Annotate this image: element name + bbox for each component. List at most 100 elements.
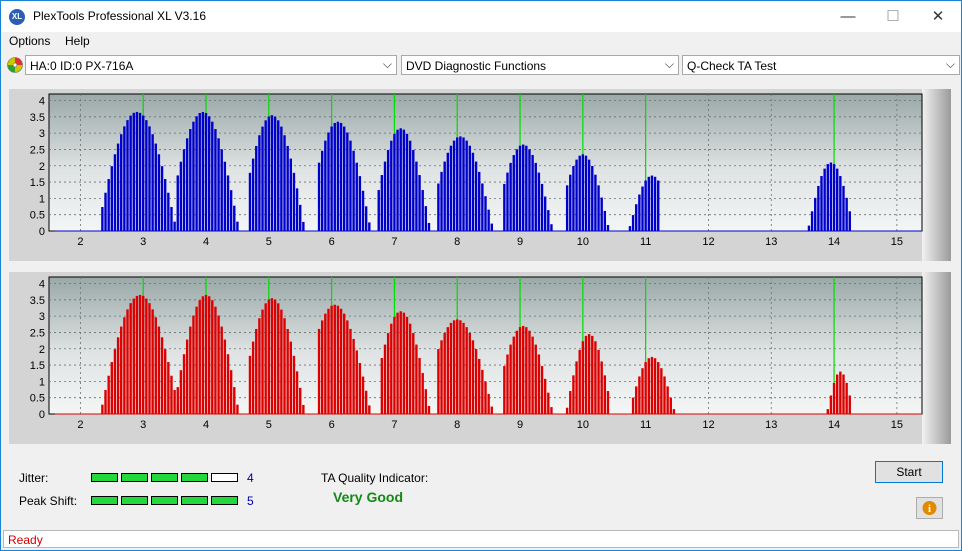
histogram-bar [261, 126, 264, 231]
histogram-bar [669, 397, 672, 414]
peak-shift-chart: 0 0.5 1 1.5 2 2.5 3 3.5 4 2 3 4 5 6 7 8 9 10 11 12 13 14 15 [30, 272, 951, 444]
histogram-bar [132, 112, 135, 231]
histogram-bar [543, 378, 547, 414]
x-tick-label: 15 [891, 419, 903, 431]
start-button[interactable]: Start [875, 461, 943, 483]
histogram-bar [405, 133, 409, 231]
info-icon: i [922, 501, 937, 515]
x-tick-label: 4 [203, 419, 209, 431]
histogram-bar [352, 150, 355, 231]
histogram-bar [399, 128, 402, 231]
histogram-bar [204, 113, 208, 231]
histogram-bar [547, 392, 550, 414]
histogram-bar [251, 341, 255, 414]
histogram-bar [264, 120, 267, 231]
histogram-bar [581, 341, 585, 414]
close-button[interactable]: ✕ [931, 8, 945, 25]
histogram-bar [346, 320, 349, 414]
histogram-bar [543, 196, 547, 231]
histogram-bar [107, 179, 110, 231]
x-tick-label: 2 [77, 419, 83, 431]
histogram-bar [635, 386, 638, 414]
y-tick-label: 4 [39, 96, 45, 108]
histogram-bar [814, 197, 817, 231]
histogram-bar [452, 320, 456, 414]
histogram-bar [167, 192, 170, 231]
chevron-down-icon: ⌵ [664, 57, 674, 71]
histogram-bar [135, 295, 139, 414]
histogram-bar [142, 115, 145, 231]
peak-shift-label: Peak Shift: [19, 494, 78, 508]
histogram-bar [393, 133, 396, 231]
histogram-bar [471, 152, 475, 231]
histogram-bar [302, 221, 305, 231]
histogram-bar [660, 368, 663, 414]
histogram-bar [440, 340, 443, 414]
histogram-bar [569, 174, 572, 231]
x-tick-label: 13 [765, 236, 777, 248]
histogram-bar [355, 350, 358, 414]
drive-select[interactable]: HA:0 ID:0 PX-716A ⌵ [25, 55, 397, 75]
histogram-bar [116, 143, 120, 231]
info-button[interactable]: i [916, 497, 943, 519]
histogram-bar [396, 312, 399, 414]
histogram-bar [540, 183, 544, 231]
histogram-bar [342, 313, 346, 414]
x-tick-label: 8 [454, 419, 460, 431]
histogram-bar [201, 111, 205, 231]
histogram-bar [229, 370, 233, 414]
y-tick-label: 2 [39, 344, 45, 356]
y-tick-label: 2 [39, 161, 45, 173]
function-select-value: DVD Diagnostic Functions [406, 59, 547, 73]
histogram-bar [160, 337, 164, 414]
maximize-button[interactable]: ☐ [886, 8, 900, 25]
histogram-bar [565, 185, 569, 231]
histogram-bar [120, 326, 123, 414]
histogram-bar [594, 174, 597, 231]
histogram-bar [176, 175, 179, 231]
histogram-bar [299, 204, 302, 231]
histogram-bar [163, 179, 167, 231]
x-tick-label: 14 [828, 419, 840, 431]
histogram-bar [126, 309, 129, 414]
histogram-bar [418, 358, 421, 414]
menu-options[interactable]: Options [9, 34, 51, 48]
menu-help[interactable]: Help [65, 34, 90, 48]
test-select[interactable]: Q-Check TA Test ⌵ [682, 55, 960, 75]
histogram-bar [845, 382, 848, 414]
minimize-button[interactable]: — [840, 8, 856, 25]
histogram-bar [641, 186, 644, 231]
status-text: Ready [8, 533, 43, 547]
histogram-bar [515, 149, 519, 231]
histogram-bar [289, 158, 293, 231]
toolbar: HA:0 ID:0 PX-716A ⌵ DVD Diagnostic Funct… [1, 53, 961, 79]
histogram-bar [459, 136, 462, 231]
histogram-bar [842, 185, 845, 231]
histogram-bar [521, 144, 525, 231]
histogram-bar [361, 376, 365, 414]
histogram-bar [421, 190, 424, 231]
function-select[interactable]: DVD Diagnostic Functions ⌵ [401, 55, 679, 75]
histogram-bar [342, 126, 346, 231]
histogram-bar [361, 190, 365, 231]
histogram-bar [273, 299, 277, 414]
histogram-bar [440, 171, 443, 231]
histogram-bar [550, 224, 553, 231]
histogram-bar [427, 222, 431, 231]
histogram-bar [647, 358, 650, 414]
histogram-bar [424, 206, 428, 231]
level-segment [121, 496, 148, 505]
histogram-bar [603, 375, 607, 414]
x-tick-label: 5 [266, 236, 272, 248]
jitter-chart: 0 0.5 1 1.5 2 2.5 3 3.5 4 2 3 4 5 6 7 8 9 10 11 12 13 14 15 [30, 89, 951, 261]
histogram-bar [324, 140, 327, 231]
app-logo-icon: XL [9, 9, 25, 25]
histogram-bar [145, 120, 148, 231]
histogram-bar [380, 358, 384, 414]
histogram-bar [518, 327, 522, 414]
level-segment [121, 473, 148, 482]
histogram-bar [672, 409, 676, 414]
histogram-bar [226, 354, 230, 414]
histogram-bar [107, 375, 110, 414]
menu-bar: Options Help [1, 32, 961, 52]
